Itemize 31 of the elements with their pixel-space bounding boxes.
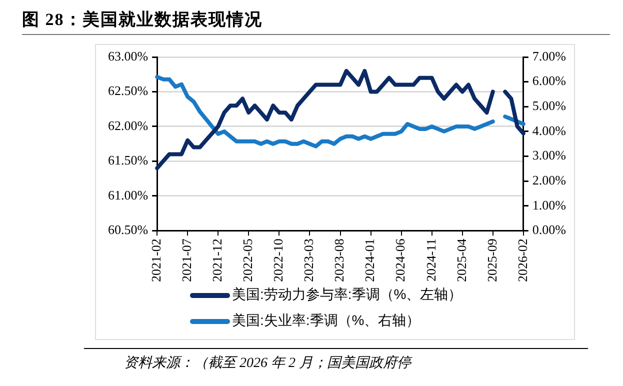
x-tick-label: 2024-01 [362, 238, 378, 282]
y2-tick-label: 6.00% [532, 73, 566, 88]
x-tick-label: 2021-02 [148, 238, 164, 282]
y2-tick-label: 4.00% [532, 122, 566, 138]
y2-tick-label: 1.00% [532, 197, 566, 212]
x-tick-label: 2026-02 [514, 238, 530, 282]
y2-tick-label: 7.00% [532, 48, 566, 64]
x-tick-label: 2022-05 [240, 238, 256, 282]
legend-label: 美国:劳动力参与率:季调（%、左轴） [232, 286, 462, 304]
x-tick-label: 2023-03 [301, 238, 316, 282]
x-tick-label: 2022-10 [270, 238, 286, 282]
y-tick-label: 63.00% [108, 48, 148, 64]
x-tick-label: 2025-09 [484, 238, 500, 282]
y2-tick-label: 0.00% [532, 222, 566, 238]
x-tick-label: 2024-11 [423, 238, 438, 282]
text: 资料来源：（截至 2026 年 2 月；国美国政府停 [124, 354, 411, 372]
y-tick-label: 62.00% [108, 118, 148, 133]
legend-label: 美国:失业率:季调（%、右轴） [232, 312, 420, 330]
y-tick-label: 61.00% [108, 187, 148, 202]
chart-title: 图 28：美国就业数据表现情况 [22, 9, 262, 31]
y2-tick-label: 3.00% [532, 148, 566, 163]
y-tick-label: 60.50% [108, 222, 148, 238]
x-tick-label: 2025-04 [454, 238, 469, 282]
x-tick-label: 2021-12 [210, 238, 225, 282]
x-tick-label: 2021-07 [179, 238, 194, 282]
y2-tick-label: 2.00% [532, 172, 566, 188]
x-tick-label: 2023-08 [332, 238, 347, 282]
y2-tick-label: 5.00% [532, 98, 566, 114]
x-tick-label: 2024-06 [392, 238, 408, 282]
y-tick-label: 62.50% [108, 83, 148, 98]
y-tick-label: 61.50% [108, 152, 148, 168]
